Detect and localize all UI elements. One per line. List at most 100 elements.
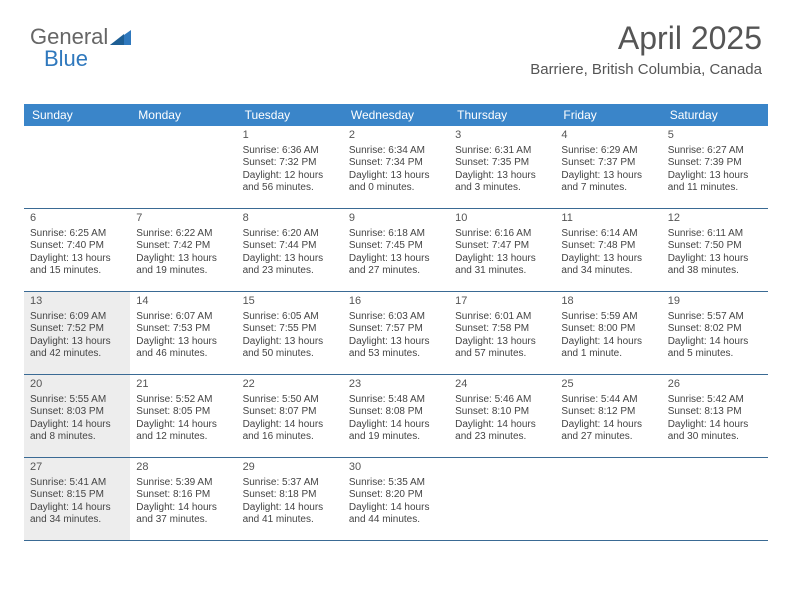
sunset-line: Sunset: 8:05 PM	[136, 406, 230, 419]
brand-triangle-icon	[110, 28, 132, 46]
calendar-cell: 15Sunrise: 6:05 AMSunset: 7:55 PMDayligh…	[237, 292, 343, 374]
sunset-line: Sunset: 8:00 PM	[561, 323, 655, 336]
calendar-week: 27Sunrise: 5:41 AMSunset: 8:15 PMDayligh…	[24, 458, 768, 541]
calendar-cell: 5Sunrise: 6:27 AMSunset: 7:39 PMDaylight…	[662, 126, 768, 208]
daylight-line: Daylight: 14 hours and 1 minute.	[561, 336, 655, 361]
sunrise-line: Sunrise: 6:34 AM	[349, 145, 443, 158]
sunrise-line: Sunrise: 5:35 AM	[349, 477, 443, 490]
sunset-line: Sunset: 8:15 PM	[30, 489, 124, 502]
calendar-cell: 30Sunrise: 5:35 AMSunset: 8:20 PMDayligh…	[343, 458, 449, 540]
sunrise-line: Sunrise: 6:20 AM	[243, 228, 337, 241]
weekday-label: Monday	[130, 104, 236, 126]
day-number: 16	[349, 295, 443, 309]
calendar-cell: 18Sunrise: 5:59 AMSunset: 8:00 PMDayligh…	[555, 292, 661, 374]
sunrise-line: Sunrise: 5:59 AM	[561, 311, 655, 324]
calendar-cell: 1Sunrise: 6:36 AMSunset: 7:32 PMDaylight…	[237, 126, 343, 208]
calendar-cell: 27Sunrise: 5:41 AMSunset: 8:15 PMDayligh…	[24, 458, 130, 540]
sunset-line: Sunset: 8:02 PM	[668, 323, 762, 336]
weekday-label: Sunday	[24, 104, 130, 126]
day-number: 15	[243, 295, 337, 309]
day-number: 2	[349, 129, 443, 143]
day-number: 24	[455, 378, 549, 392]
calendar-cell: 10Sunrise: 6:16 AMSunset: 7:47 PMDayligh…	[449, 209, 555, 291]
calendar-cell	[662, 458, 768, 540]
sunrise-line: Sunrise: 5:39 AM	[136, 477, 230, 490]
sunset-line: Sunset: 7:57 PM	[349, 323, 443, 336]
daylight-line: Daylight: 13 hours and 42 minutes.	[30, 336, 124, 361]
sunrise-line: Sunrise: 5:37 AM	[243, 477, 337, 490]
sunrise-line: Sunrise: 6:01 AM	[455, 311, 549, 324]
location-subtitle: Barriere, British Columbia, Canada	[530, 61, 762, 78]
daylight-line: Daylight: 14 hours and 23 minutes.	[455, 419, 549, 444]
weeks-container: 1Sunrise: 6:36 AMSunset: 7:32 PMDaylight…	[24, 126, 768, 541]
daylight-line: Daylight: 13 hours and 34 minutes.	[561, 253, 655, 278]
weekday-label: Wednesday	[343, 104, 449, 126]
sunrise-line: Sunrise: 6:27 AM	[668, 145, 762, 158]
weekday-header: Sunday Monday Tuesday Wednesday Thursday…	[24, 104, 768, 126]
daylight-line: Daylight: 14 hours and 19 minutes.	[349, 419, 443, 444]
calendar-week: 20Sunrise: 5:55 AMSunset: 8:03 PMDayligh…	[24, 375, 768, 458]
daylight-line: Daylight: 13 hours and 57 minutes.	[455, 336, 549, 361]
day-number: 26	[668, 378, 762, 392]
sunset-line: Sunset: 8:12 PM	[561, 406, 655, 419]
calendar-cell: 12Sunrise: 6:11 AMSunset: 7:50 PMDayligh…	[662, 209, 768, 291]
calendar-cell: 24Sunrise: 5:46 AMSunset: 8:10 PMDayligh…	[449, 375, 555, 457]
sunrise-line: Sunrise: 5:44 AM	[561, 394, 655, 407]
sunrise-line: Sunrise: 6:05 AM	[243, 311, 337, 324]
calendar-cell: 28Sunrise: 5:39 AMSunset: 8:16 PMDayligh…	[130, 458, 236, 540]
sunrise-line: Sunrise: 6:09 AM	[30, 311, 124, 324]
weekday-label: Saturday	[662, 104, 768, 126]
day-number: 8	[243, 212, 337, 226]
day-number: 1	[243, 129, 337, 143]
page: General Blue April 2025 Barriere, Britis…	[0, 0, 792, 612]
daylight-line: Daylight: 12 hours and 56 minutes.	[243, 170, 337, 195]
day-number: 30	[349, 461, 443, 475]
sunset-line: Sunset: 7:40 PM	[30, 240, 124, 253]
sunset-line: Sunset: 7:50 PM	[668, 240, 762, 253]
sunset-line: Sunset: 8:13 PM	[668, 406, 762, 419]
sunrise-line: Sunrise: 5:55 AM	[30, 394, 124, 407]
sunrise-line: Sunrise: 5:52 AM	[136, 394, 230, 407]
day-number: 27	[30, 461, 124, 475]
calendar-cell: 3Sunrise: 6:31 AMSunset: 7:35 PMDaylight…	[449, 126, 555, 208]
day-number: 25	[561, 378, 655, 392]
day-number: 6	[30, 212, 124, 226]
daylight-line: Daylight: 14 hours and 37 minutes.	[136, 502, 230, 527]
sunset-line: Sunset: 7:45 PM	[349, 240, 443, 253]
sunrise-line: Sunrise: 6:22 AM	[136, 228, 230, 241]
calendar-cell: 25 Sunrise: 5:44 AMSunset: 8:12 PMDayligh…	[555, 375, 661, 457]
day-number: 13	[30, 295, 124, 309]
daylight-line: Daylight: 14 hours and 27 minutes.	[561, 419, 655, 444]
calendar-cell: 23Sunrise: 5:48 AMSunset: 8:08 PMDayligh…	[343, 375, 449, 457]
sunrise-line: Sunrise: 6:07 AM	[136, 311, 230, 324]
day-number: 11	[561, 212, 655, 226]
calendar-week: 1Sunrise: 6:36 AMSunset: 7:32 PMDaylight…	[24, 126, 768, 209]
sunset-line: Sunset: 7:53 PM	[136, 323, 230, 336]
calendar-cell: 11Sunrise: 6:14 AMSunset: 7:48 PMDayligh…	[555, 209, 661, 291]
weekday-label: Friday	[555, 104, 661, 126]
day-number: 22	[243, 378, 337, 392]
day-number: 23	[349, 378, 443, 392]
day-number: 28	[136, 461, 230, 475]
daylight-line: Daylight: 14 hours and 16 minutes.	[243, 419, 337, 444]
calendar-cell: 2Sunrise: 6:34 AMSunset: 7:34 PMDaylight…	[343, 126, 449, 208]
calendar-cell: 13Sunrise: 6:09 AMSunset: 7:52 PMDayligh…	[24, 292, 130, 374]
sunset-line: Sunset: 7:44 PM	[243, 240, 337, 253]
day-number: 21	[136, 378, 230, 392]
title-block: April 2025 Barriere, British Columbia, C…	[530, 20, 762, 78]
calendar-cell: 16Sunrise: 6:03 AMSunset: 7:57 PMDayligh…	[343, 292, 449, 374]
day-number: 4	[561, 129, 655, 143]
daylight-line: Daylight: 14 hours and 30 minutes.	[668, 419, 762, 444]
calendar-cell: 14Sunrise: 6:07 AMSunset: 7:53 PMDayligh…	[130, 292, 236, 374]
daylight-line: Daylight: 13 hours and 38 minutes.	[668, 253, 762, 278]
day-number: 7	[136, 212, 230, 226]
sunset-line: Sunset: 7:47 PM	[455, 240, 549, 253]
daylight-line: Daylight: 14 hours and 8 minutes.	[30, 419, 124, 444]
day-number: 20	[30, 378, 124, 392]
daylight-line: Daylight: 13 hours and 50 minutes.	[243, 336, 337, 361]
calendar-cell	[130, 126, 236, 208]
daylight-line: Daylight: 13 hours and 19 minutes.	[136, 253, 230, 278]
calendar-week: 6Sunrise: 6:25 AMSunset: 7:40 PMDaylight…	[24, 209, 768, 292]
sunrise-line: Sunrise: 5:57 AM	[668, 311, 762, 324]
sunset-line: Sunset: 7:35 PM	[455, 157, 549, 170]
